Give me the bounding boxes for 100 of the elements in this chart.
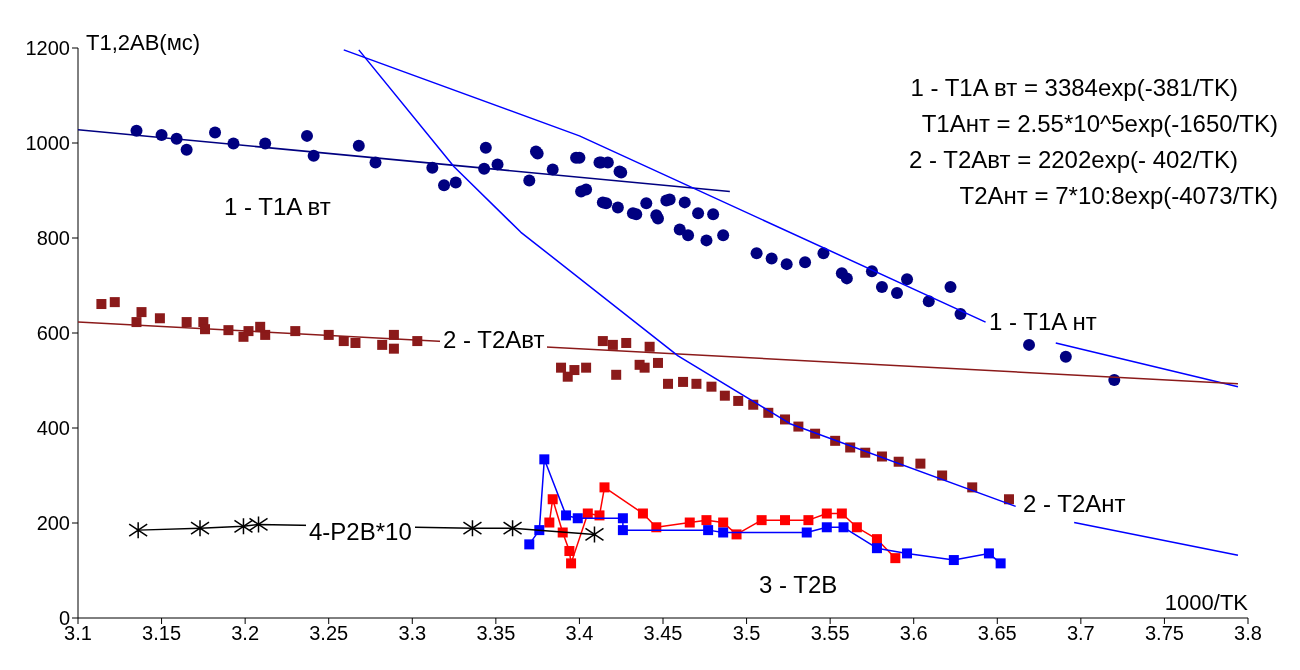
point [584, 525, 605, 544]
annotation: 1 - T1A нт [986, 308, 1100, 336]
x-tick-label: 3.15 [142, 622, 182, 645]
annotation: 2 - T2Aвт [440, 326, 548, 354]
point [836, 508, 847, 519]
point [524, 539, 535, 550]
y-tick-label: 400 [36, 417, 70, 440]
point [617, 513, 628, 524]
point [128, 521, 148, 539]
y-tick-label: 200 [36, 512, 70, 535]
x-tick-label: 3.2 [231, 622, 260, 645]
annotation: 4-P2B*10 [306, 518, 415, 546]
x-tick-label: 3.75 [1144, 622, 1184, 645]
point [838, 522, 849, 533]
point [995, 558, 1006, 569]
x-tick-label: 3.25 [309, 622, 349, 645]
point [564, 546, 575, 557]
point [691, 378, 702, 389]
point [248, 515, 269, 534]
x-tick-label: 3.45 [643, 622, 683, 645]
x-tick-label: 3.6 [899, 622, 928, 645]
point [566, 558, 577, 569]
point [350, 337, 361, 348]
x-tick-label: 3.4 [565, 622, 594, 645]
point [556, 362, 567, 373]
point [1003, 494, 1014, 505]
annotation: 2 - T2Aнт [1020, 490, 1129, 518]
point [706, 381, 717, 392]
y-axis-title: T1,2AB(мс) [86, 30, 201, 56]
annotation: 3 - T2B [756, 571, 841, 599]
point [851, 522, 862, 533]
point [621, 337, 632, 348]
point [703, 525, 714, 536]
point [821, 508, 832, 519]
point [502, 519, 523, 537]
point [718, 527, 729, 538]
point [684, 517, 695, 528]
point [582, 508, 593, 519]
point [547, 494, 558, 505]
point [634, 359, 645, 370]
annotation: 1 - T1A вт [221, 193, 334, 221]
point [663, 378, 674, 389]
point [915, 458, 926, 469]
point [388, 343, 399, 354]
point [983, 548, 994, 559]
x-tick-label: 3.8 [1234, 622, 1262, 645]
point [756, 515, 767, 526]
point [801, 527, 812, 538]
annotation: 1 - T1A вт = 3384exp(-381/TK) [909, 73, 1238, 103]
point [719, 390, 730, 401]
point [96, 299, 107, 310]
point [902, 548, 913, 559]
point [597, 336, 608, 347]
point [462, 519, 483, 537]
point [871, 543, 882, 554]
point [594, 510, 605, 521]
point [233, 517, 254, 536]
point [701, 515, 712, 526]
point [561, 510, 572, 521]
point [136, 307, 147, 318]
point [733, 395, 744, 406]
point [338, 336, 349, 347]
point [644, 341, 655, 352]
point [181, 317, 192, 328]
x-tick-label: 3.35 [476, 622, 516, 645]
point [718, 517, 729, 528]
point [780, 515, 791, 526]
x-tick-label: 3.65 [977, 622, 1017, 645]
point [678, 376, 689, 387]
x-axis-title: 1000/TK [1164, 590, 1248, 616]
point [611, 369, 622, 380]
y-tick-label: 1200 [25, 37, 70, 60]
point [544, 517, 555, 528]
point [572, 513, 583, 524]
point [803, 515, 814, 526]
point [890, 553, 901, 564]
point [821, 522, 832, 533]
point [731, 529, 742, 540]
annotation: T1Aнт = 2.55*10^5exp(-1650/TK) [920, 109, 1278, 139]
point [154, 313, 165, 324]
annotation: T2Aнт = 7*10:8exp(-4073/TK) [958, 181, 1278, 211]
point [652, 357, 663, 368]
point [948, 555, 959, 566]
x-tick-label: 3.7 [1066, 622, 1095, 645]
point [581, 362, 592, 373]
point [599, 482, 610, 493]
y-tick-label: 1000 [25, 132, 70, 155]
point [637, 508, 648, 519]
point [109, 297, 120, 308]
point [607, 339, 618, 350]
point [617, 525, 628, 536]
point [539, 454, 550, 465]
point [377, 339, 388, 350]
point [190, 519, 210, 537]
x-tick-label: 3.5 [732, 622, 761, 645]
annotation: 2 - T2Aвт = 2202exp(- 402/TK) [909, 145, 1238, 175]
y-tick-label: 600 [36, 322, 70, 345]
x-tick-label: 3.55 [810, 622, 850, 645]
point [569, 365, 580, 376]
y-tick-label: 800 [36, 227, 70, 250]
